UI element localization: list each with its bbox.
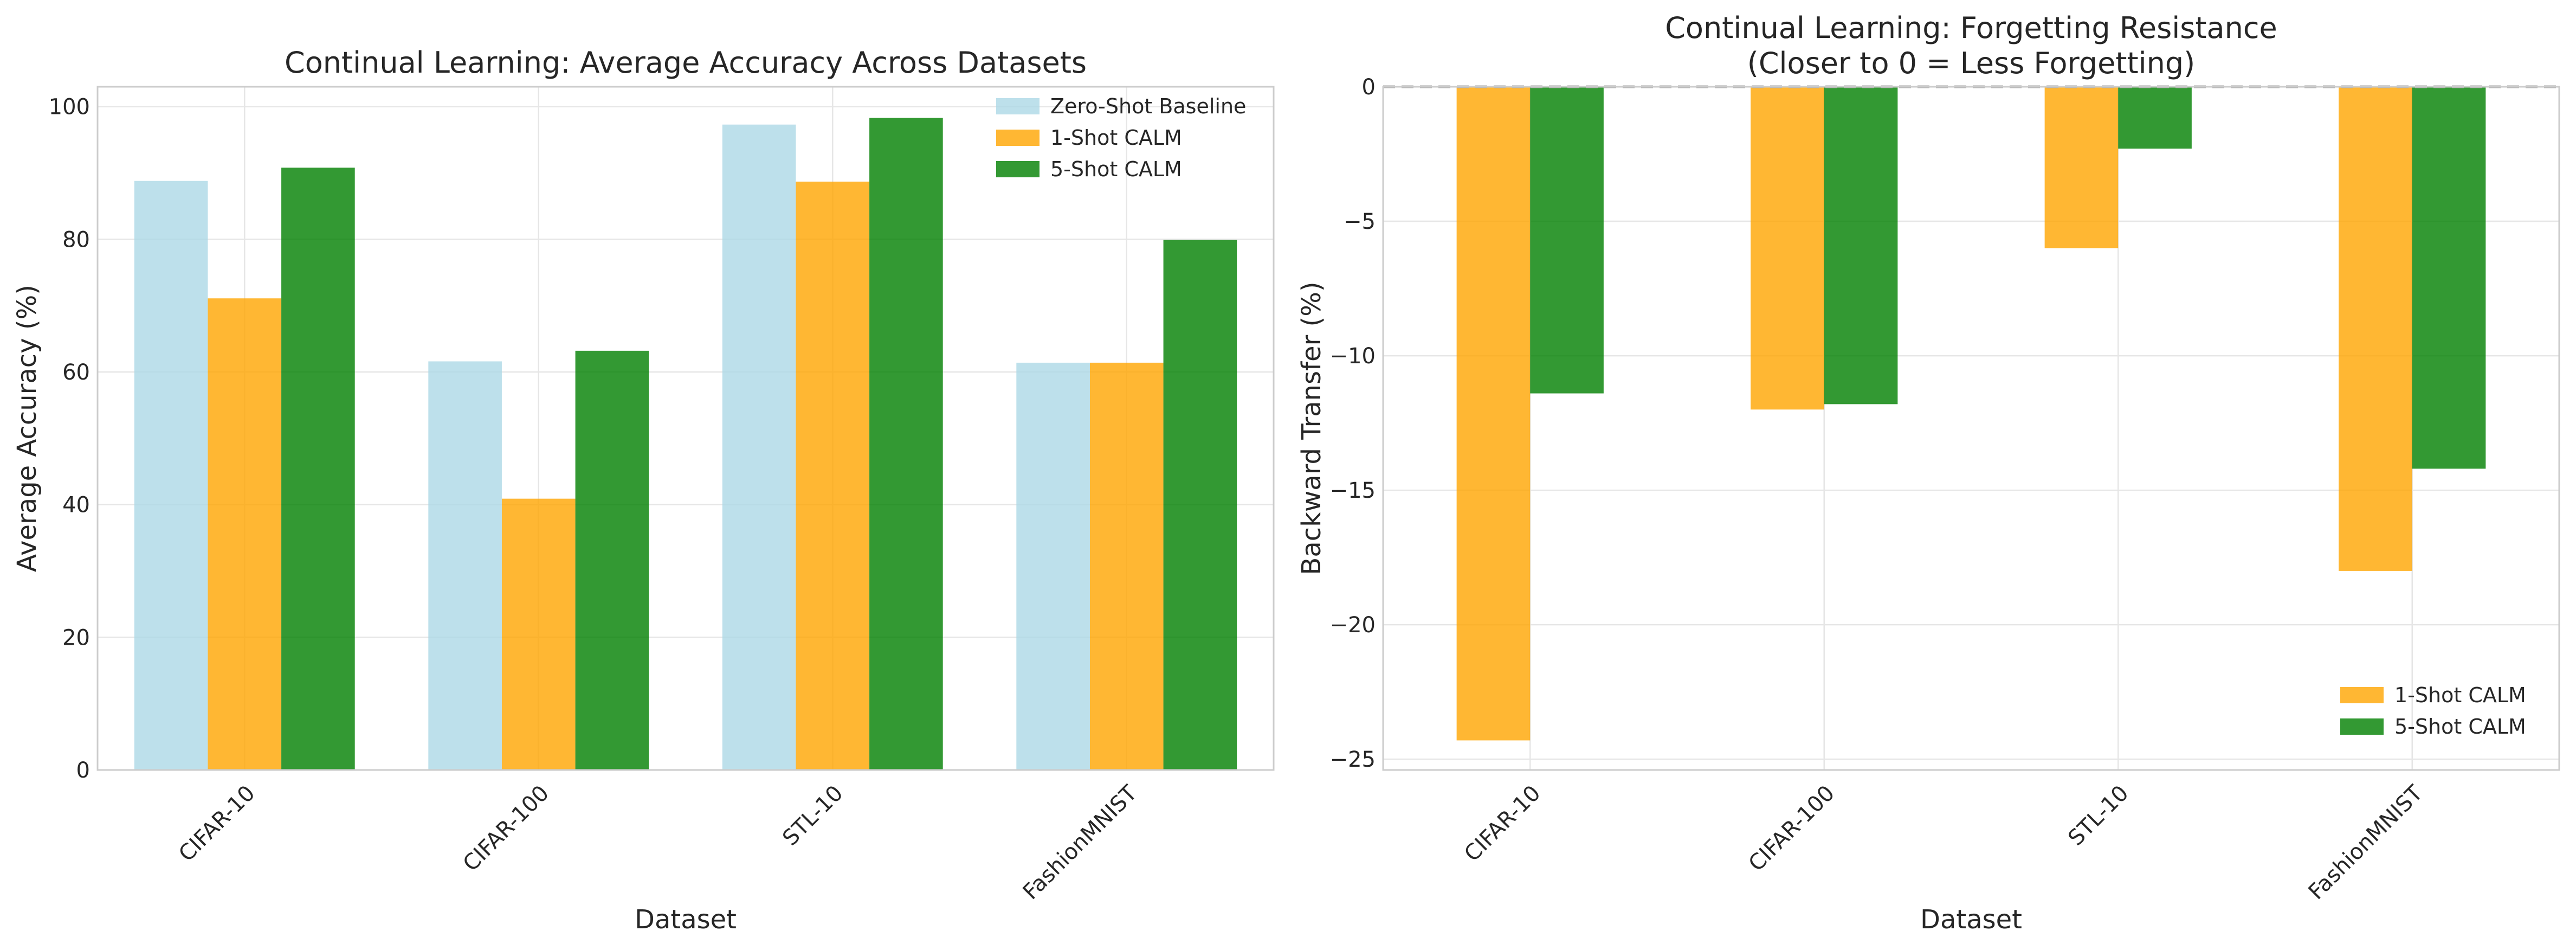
plot-frame xyxy=(1382,86,2560,771)
legend-swatch xyxy=(996,98,1040,114)
y-tick-label: −20 xyxy=(1330,613,1376,638)
bar xyxy=(2339,87,2412,571)
legend: 1-Shot CALM 5-Shot CALM xyxy=(2340,683,2526,739)
legend-swatch xyxy=(2340,718,2384,735)
bar xyxy=(2044,87,2119,248)
chart-title: Continual Learning: Average Accuracy Acr… xyxy=(285,46,1087,80)
bar xyxy=(1530,87,1604,394)
legend-swatch xyxy=(996,130,1040,146)
bar xyxy=(2118,87,2192,149)
y-tick-label: 20 xyxy=(62,625,90,650)
legend-label: 1-Shot CALM xyxy=(1050,126,1182,150)
bar xyxy=(428,361,502,770)
y-tick-label: 80 xyxy=(62,227,90,252)
bar xyxy=(1163,240,1237,770)
bar xyxy=(2412,87,2486,469)
bar xyxy=(869,118,943,771)
y-tick-label: 0 xyxy=(1362,75,1376,100)
chart-subtitle: (Closer to 0 = Less Forgetting) xyxy=(1747,46,2195,80)
legend-label: 5-Shot CALM xyxy=(1050,157,1182,181)
y-tick-label: 40 xyxy=(62,493,90,518)
y-axis-label: Backward Transfer (%) xyxy=(1296,281,1327,575)
legend-label: 5-Shot CALM xyxy=(2394,715,2526,739)
bar xyxy=(208,298,282,770)
bar xyxy=(501,498,576,770)
bar xyxy=(281,168,355,771)
y-tick-label: −10 xyxy=(1330,344,1376,369)
legend-swatch xyxy=(996,161,1040,177)
bar xyxy=(796,181,870,771)
y-tick-label: −15 xyxy=(1330,478,1376,503)
bar xyxy=(1016,362,1090,770)
chart-title: Continual Learning: Forgetting Resistanc… xyxy=(1665,11,2277,45)
legend-label: 1-Shot CALM xyxy=(2394,683,2526,707)
legend: Zero-Shot Baseline 1-Shot CALM 5-Shot CALM xyxy=(996,94,1246,181)
bar xyxy=(722,124,796,770)
y-tick-label: 0 xyxy=(76,758,90,783)
x-axis-label: Dataset xyxy=(1920,904,2022,935)
x-axis-label: Dataset xyxy=(635,904,737,935)
bar xyxy=(1456,87,1531,741)
y-tick-label: 100 xyxy=(49,95,90,120)
y-tick-label: −5 xyxy=(1344,209,1376,234)
bar xyxy=(134,181,208,770)
legend-label: Zero-Shot Baseline xyxy=(1050,94,1246,118)
legend-swatch xyxy=(2340,687,2384,703)
y-tick-label: 60 xyxy=(62,360,90,385)
plot-frame xyxy=(96,86,1275,771)
y-tick-label: −25 xyxy=(1330,747,1376,772)
bar xyxy=(1089,362,1164,770)
bar xyxy=(1751,87,1824,410)
bar xyxy=(575,350,649,770)
bar xyxy=(1824,87,1898,405)
backward-transfer-chart: −25−20−15−10−50 CIFAR-10 CIFAR-100 STL-10 F… xyxy=(1296,11,2560,935)
y-axis-label: Average Accuracy (%) xyxy=(12,285,42,572)
